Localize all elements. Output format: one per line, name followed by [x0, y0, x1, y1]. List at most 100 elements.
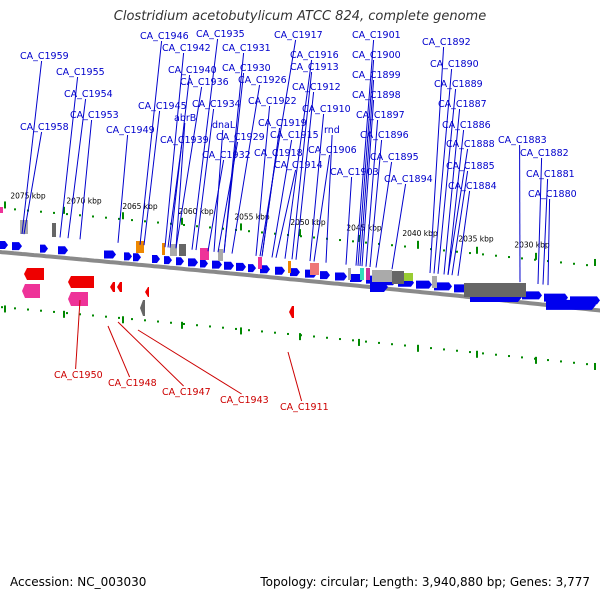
tick-dot — [443, 348, 445, 351]
reverse-gene — [110, 282, 115, 292]
tick-dot — [430, 347, 432, 350]
forward-gene-label: CA_C1899 — [352, 70, 401, 81]
tick-dot — [508, 355, 510, 358]
tick-dot — [92, 215, 94, 218]
tick-dot — [391, 244, 393, 247]
feature-box — [288, 261, 291, 273]
leader-line — [451, 170, 469, 276]
feature-box — [200, 248, 209, 260]
forward-gene-label: CA_C1884 — [448, 181, 497, 192]
tick-dot — [586, 264, 588, 267]
forward-gene — [416, 280, 432, 289]
forward-gene-label: dnaL — [212, 120, 236, 131]
forward-gene-label: CA_C1912 — [292, 82, 341, 93]
major-tick — [417, 344, 419, 352]
reverse-gene-label: CA_C1911 — [280, 402, 329, 413]
tick-dot — [573, 262, 575, 265]
leader-line — [137, 329, 242, 395]
tick-dot — [469, 252, 471, 255]
major-tick — [358, 338, 360, 346]
forward-gene-label: CA_C1945 — [138, 101, 187, 112]
feature-box — [432, 276, 437, 288]
tick-dot — [14, 307, 16, 310]
major-tick — [476, 350, 478, 358]
tick-dot — [482, 352, 484, 355]
tick-dot — [573, 361, 575, 364]
forward-gene — [248, 264, 256, 273]
tick-dot — [14, 208, 16, 211]
leader-line — [355, 39, 375, 266]
tick-dot — [79, 313, 81, 316]
forward-gene-label: CA_C1901 — [352, 30, 401, 41]
tick-dot — [79, 214, 81, 217]
leader-line — [391, 183, 407, 270]
leader-line — [547, 198, 551, 286]
leader-line — [295, 91, 315, 260]
major-tick — [4, 201, 6, 209]
tick-dot — [456, 250, 458, 253]
leader-line — [67, 98, 87, 239]
tick-dot — [404, 245, 406, 248]
forward-gene-label: rnd — [324, 125, 340, 136]
forward-gene-label: CA_C1886 — [442, 120, 491, 131]
forward-gene-label: CA_C1897 — [356, 110, 405, 121]
tick-dot — [352, 339, 354, 342]
forward-gene-label: CA_C1894 — [384, 174, 433, 185]
leader-line — [59, 76, 79, 238]
forward-gene — [40, 244, 48, 253]
major-tick — [181, 217, 183, 225]
forward-gene — [200, 259, 208, 268]
leader-line — [191, 38, 219, 250]
forward-gene-label: CA_C1936 — [180, 77, 229, 88]
forward-gene-label: CA_C1881 — [526, 169, 575, 180]
forward-gene-label: CA_C1926 — [238, 75, 287, 86]
forward-gene-label: CA_C1931 — [222, 43, 271, 54]
leader-line — [207, 159, 225, 252]
tick-dot — [404, 344, 406, 347]
leader-line — [139, 40, 163, 245]
forward-gene-label: CA_C1903 — [330, 167, 379, 178]
forward-gene-label: CA_C1954 — [64, 89, 113, 100]
tick-dot — [482, 253, 484, 256]
scale-label: 2030 kbp — [514, 240, 550, 249]
forward-gene — [544, 293, 568, 302]
tick-dot — [521, 257, 523, 260]
major-tick — [63, 206, 65, 214]
major-tick — [122, 316, 124, 324]
forward-gene — [370, 282, 388, 293]
forward-gene — [152, 254, 160, 263]
reverse-gene — [68, 292, 88, 306]
forward-gene-label: CA_C1949 — [106, 125, 155, 136]
major-tick — [299, 229, 301, 237]
tick-dot — [248, 230, 250, 233]
feature-box — [162, 243, 165, 255]
tick-dot — [300, 235, 302, 238]
leader-line — [345, 176, 353, 265]
forward-gene-label: CA_C1906 — [308, 145, 357, 156]
tick-dot — [352, 240, 354, 243]
leader-line — [361, 99, 375, 267]
tick-dot — [27, 308, 29, 311]
leader-line — [271, 139, 293, 258]
major-tick — [4, 305, 6, 313]
forward-gene-label: CA_C1959 — [20, 51, 69, 62]
forward-gene-label: CA_C1916 — [290, 50, 339, 61]
feature-box — [366, 268, 370, 280]
scale-label: 2050 kbp — [290, 218, 326, 227]
forward-gene-label: CA_C1898 — [352, 90, 401, 101]
reverse-gene — [22, 284, 40, 298]
tick-dot — [183, 322, 185, 325]
tick-dot — [66, 312, 68, 315]
tick-dot — [118, 217, 120, 220]
tick-dot — [365, 340, 367, 343]
genome-stats-text: Topology: circular; Length: 3,940,880 bp… — [260, 575, 590, 589]
forward-gene — [290, 268, 300, 277]
leader-line — [261, 157, 277, 257]
tick-dot — [157, 221, 159, 224]
tick-dot — [248, 329, 250, 332]
major-tick — [240, 327, 242, 335]
forward-gene — [58, 246, 68, 255]
tick-dot — [209, 226, 211, 229]
tick-dot — [339, 338, 341, 341]
gene-labels: CA_C1959 CA_C1955 CA_C1954 CA_C1953CA_C1958… — [20, 29, 577, 413]
